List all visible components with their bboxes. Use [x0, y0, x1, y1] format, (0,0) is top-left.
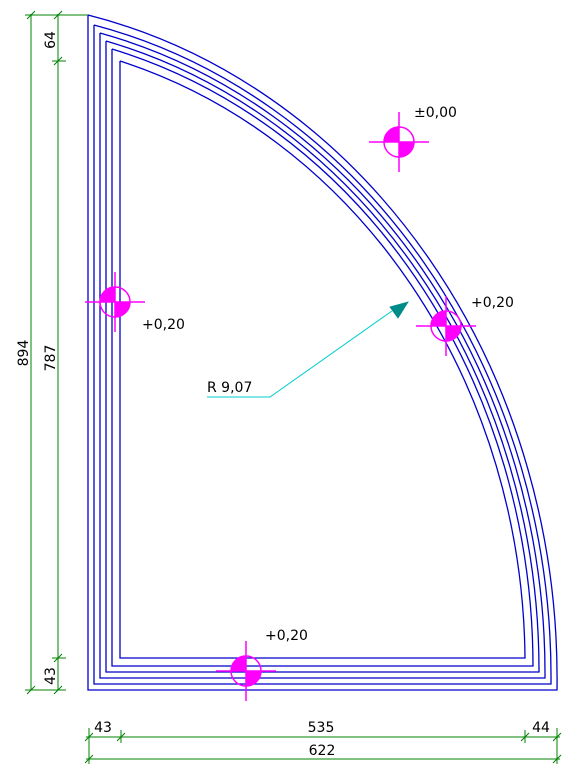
dim-text-vertical-total: 894: [16, 340, 32, 367]
dim-tick-1: [26, 10, 36, 20]
horizontal-dimensions: [84, 728, 562, 764]
dim-text-horizontal-inner: 535: [308, 720, 335, 736]
dim-text-horizontal-left: 43: [94, 720, 112, 736]
outline-ring-5: [111, 48, 534, 667]
radius-label: R 9,07: [207, 380, 252, 396]
dim-text-vertical-top: 64: [43, 31, 59, 49]
dim-text-horizontal-total: 622: [309, 743, 336, 759]
dim-tick-4: [53, 653, 63, 663]
dim-tick-3: [53, 56, 63, 66]
dim-h-tick-2: [116, 732, 126, 742]
elevation-label-top: ±0,00: [414, 105, 457, 121]
outline-ring-4: [105, 40, 540, 673]
radius-leader-line: [207, 310, 393, 398]
elevation-marker-top: [369, 112, 429, 172]
outline-ring-6: [119, 60, 526, 659]
dim-h-tick-1: [84, 732, 94, 742]
dim-text-vertical-inner: 787: [43, 345, 59, 372]
dim-text-horizontal-right: 44: [532, 720, 550, 736]
outline-ring-3: [99, 32, 546, 679]
radius-leader: [207, 301, 409, 398]
dim-tick-2: [53, 10, 63, 20]
dim-h-tick-4: [552, 732, 562, 742]
elevation-label-bottom: +0,20: [265, 628, 308, 644]
elevation-marker-bottom: [216, 641, 276, 701]
dim-h-tick-5: [84, 754, 94, 764]
elevation-marker-left: [85, 272, 145, 332]
dim-tick-5: [26, 685, 36, 695]
elevation-label-left: +0,20: [142, 317, 185, 333]
dim-h-tick-3: [520, 732, 530, 742]
elevation-label-right: +0,20: [471, 295, 514, 311]
radius-arrow-head: [389, 301, 409, 319]
outline-ring-2: [93, 24, 552, 685]
outline-ring-1: [87, 14, 558, 691]
slab-outline: [87, 14, 558, 691]
elevation-marker-right: [416, 296, 476, 356]
dim-tick-6: [53, 685, 63, 695]
dim-text-vertical-bottom: 43: [43, 667, 59, 685]
dim-h-tick-6: [552, 754, 562, 764]
vertical-dimensions: [25, 10, 88, 695]
